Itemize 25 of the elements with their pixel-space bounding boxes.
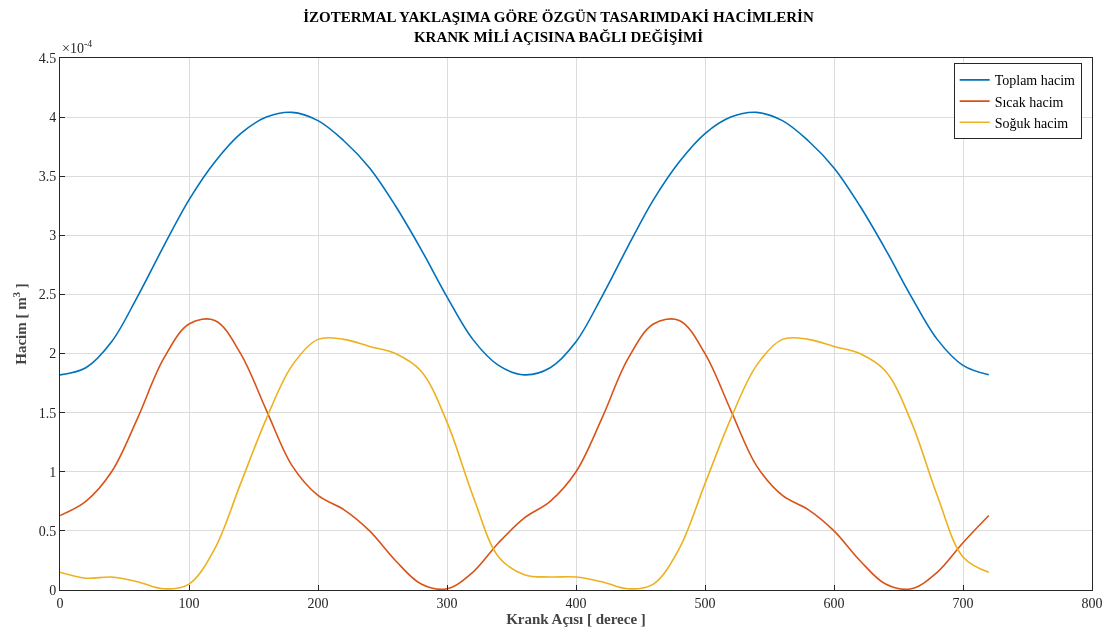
x-tick-label: 400 (565, 595, 587, 611)
legend-label: Sıcak hacim (994, 94, 1064, 110)
y-tick-label: 4.5 (38, 50, 57, 66)
x-tick-label: 200 (307, 595, 329, 611)
legend-label: Toplam hacim (994, 73, 1076, 89)
y-tick-label: 3 (49, 228, 57, 244)
x-tick-label: 300 (436, 595, 458, 611)
x-axis-title: Krank Açısı [ derece ] (506, 610, 646, 627)
legend-label: Soğuk hacim (994, 115, 1069, 131)
y-tick-label: 4 (49, 110, 57, 126)
x-tick-label: 500 (694, 595, 716, 611)
y-tick-label: 2 (49, 346, 57, 362)
chart-title: İZOTERMAL YAKLAŞIMA GÖRE ÖZGÜN TASARIMDAKİ HACİMLERİN KRANK MİLİ AÇISINA BAĞLI DEĞİŞİMİ (303, 9, 814, 45)
y-tick-label: 2.5 (38, 287, 57, 303)
x-tick-label: 700 (952, 595, 974, 611)
x-tick-label: 100 (178, 595, 200, 611)
x-tick-label: 800 (1081, 595, 1103, 611)
y-tick-label: 0 (49, 582, 57, 598)
text: ×10$^{-4}$ (62, 38, 93, 56)
x-tick-label: 600 (823, 595, 845, 611)
line-series (60, 111, 990, 376)
y-tick-label: 0.5 (38, 523, 57, 539)
y-tick-label: 3.5 (38, 169, 57, 185)
y-tick-label: 1 (49, 464, 57, 480)
y-tick-label: 1.5 (38, 405, 57, 421)
